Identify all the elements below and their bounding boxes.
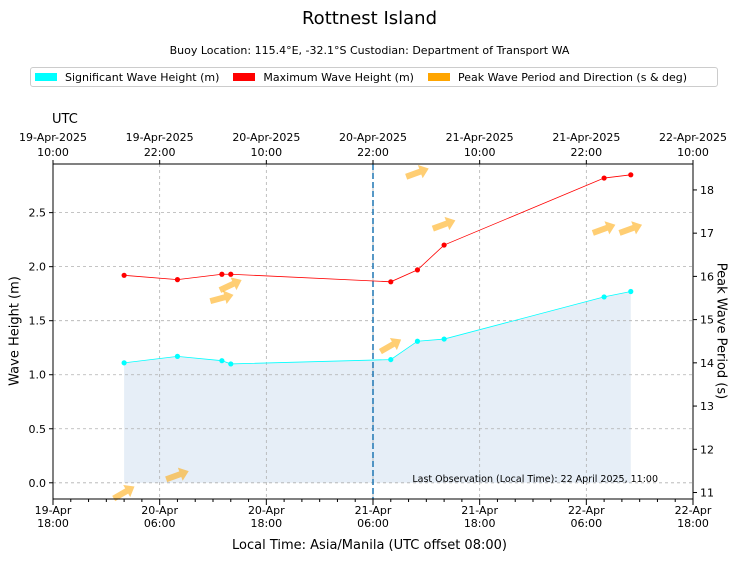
- top-tick-label: 21-Apr-2025: [552, 131, 620, 144]
- y-tick-label: 0.5: [29, 423, 47, 436]
- top-tick-label: 10:00: [37, 146, 69, 159]
- significant-point: [388, 356, 394, 363]
- maximum-point: [441, 242, 447, 248]
- y2-tick-label: 18: [700, 184, 714, 197]
- maximum-point: [628, 172, 634, 178]
- top-tick-label: 10:00: [250, 146, 282, 159]
- y-axis-label-right: Peak Wave Period (s): [713, 262, 729, 400]
- x-tick-label: 21-Apr: [461, 504, 498, 517]
- maximum-point: [121, 272, 127, 278]
- significant-point: [219, 358, 225, 364]
- top-tick-label: 10:00: [677, 146, 709, 159]
- x-tick-label: 21-Apr: [355, 504, 392, 517]
- last-observation-note: Last Observation (Local Time): 22 April …: [412, 474, 658, 485]
- chart-title: Rottnest Island: [301, 8, 438, 29]
- x-tick-label: 18:00: [464, 517, 496, 530]
- maximum-point: [388, 279, 394, 285]
- period-arrow: [112, 484, 135, 502]
- significant-point: [414, 338, 421, 344]
- maximum-point: [219, 271, 225, 277]
- y-tick-label: 2.0: [29, 261, 47, 274]
- period-arrow: [591, 221, 616, 236]
- x-tick-label: 22-Apr: [675, 504, 712, 517]
- legend-label-period: Peak Wave Period and Direction (s & deg): [457, 70, 688, 84]
- period-arrow-shape: [218, 277, 242, 293]
- significant-area: [124, 291, 631, 483]
- y-tick-label: 2.5: [29, 207, 47, 220]
- chart-subtitle: Buoy Location: 115.4°E, -32.1°S Custodia…: [169, 44, 570, 57]
- significant-point: [601, 294, 607, 300]
- period-arrow-shape: [112, 484, 135, 502]
- top-axis-title: UTC: [52, 112, 78, 127]
- period-arrow: [431, 216, 456, 232]
- top-tick-label: 21-Apr-2025: [446, 131, 514, 144]
- top-tick-label: 19-Apr-2025: [19, 131, 87, 144]
- x-tick-label: 06:00: [357, 517, 389, 530]
- legend: Significant Wave Height (m) Maximum Wave…: [30, 67, 718, 87]
- y2-tick-label: 15: [700, 314, 714, 327]
- y-axis-label-left: Wave Height (m): [7, 276, 23, 386]
- legend-swatch-maximum: [233, 73, 256, 81]
- period-arrow-shape: [618, 221, 643, 236]
- significant-point: [174, 353, 181, 359]
- x-tick-label: 18:00: [677, 517, 709, 530]
- maximum-point: [228, 271, 234, 277]
- y-tick-label: 0.0: [29, 477, 47, 490]
- legend-item-significant: Significant Wave Height (m): [35, 71, 219, 84]
- period-arrow: [209, 290, 234, 305]
- top-tick-label: 22:00: [144, 146, 176, 159]
- x-tick-label: 20-Apr: [141, 504, 178, 517]
- maximum-point: [414, 267, 421, 273]
- period-arrow: [618, 221, 643, 236]
- legend-label-maximum: Maximum Wave Height (m): [263, 70, 414, 84]
- y2-tick-label: 13: [700, 400, 714, 413]
- period-arrow: [165, 467, 189, 483]
- y2-tick-label: 17: [700, 227, 714, 240]
- legend-swatch-significant: [35, 73, 57, 81]
- x-tick-label: 19-Apr: [35, 504, 72, 517]
- maximum-point: [601, 175, 607, 181]
- significant-point: [121, 360, 127, 366]
- top-tick-label: 20-Apr-2025: [232, 131, 300, 144]
- period-arrow-shape: [405, 165, 429, 180]
- significant-point: [441, 336, 447, 342]
- period-arrow: [405, 165, 429, 180]
- x-tick-label: 22-Apr: [568, 504, 605, 517]
- y2-tick-label: 12: [700, 443, 714, 456]
- x-tick-label: 06:00: [570, 517, 602, 530]
- period-arrow-shape: [165, 467, 189, 483]
- legend-item-period: Peak Wave Period and Direction (s & deg): [427, 70, 688, 84]
- period-arrow-shape: [591, 221, 616, 236]
- legend-item-maximum: Maximum Wave Height (m): [233, 71, 414, 84]
- legend-label-significant: Significant Wave Height (m): [65, 70, 220, 84]
- maximum-line: [124, 174, 631, 283]
- x-axis-label: Local Time: Asia/Manila (UTC offset 08:0…: [232, 538, 507, 553]
- x-tick-label: 20-Apr: [248, 504, 285, 517]
- maximum-point: [174, 277, 181, 283]
- period-arrow: [378, 337, 402, 355]
- y2-tick-label: 14: [700, 357, 714, 370]
- top-tick-label: 20-Apr-2025: [339, 131, 407, 144]
- x-tick-label: 18:00: [37, 517, 69, 530]
- period-arrow-shape: [431, 216, 456, 232]
- y2-tick-label: 16: [700, 270, 714, 283]
- significant-point: [228, 361, 234, 367]
- top-tick-label: 22-Apr-2025: [659, 131, 727, 144]
- x-tick-label: 06:00: [144, 517, 176, 530]
- top-tick-label: 19-Apr-2025: [126, 131, 194, 144]
- period-arrow-shape: [378, 337, 402, 355]
- significant-point: [628, 288, 634, 295]
- x-tick-label: 18:00: [250, 517, 282, 530]
- top-tick-label: 22:00: [570, 146, 602, 159]
- period-arrow: [218, 277, 242, 293]
- y-tick-label: 1.5: [29, 315, 47, 328]
- y2-tick-label: 11: [700, 487, 714, 500]
- period-arrow-shape: [209, 290, 234, 305]
- top-tick-label: 22:00: [357, 146, 389, 159]
- top-tick-label: 10:00: [464, 146, 496, 159]
- y-tick-label: 1.0: [29, 369, 47, 382]
- legend-swatch-period: [427, 73, 450, 81]
